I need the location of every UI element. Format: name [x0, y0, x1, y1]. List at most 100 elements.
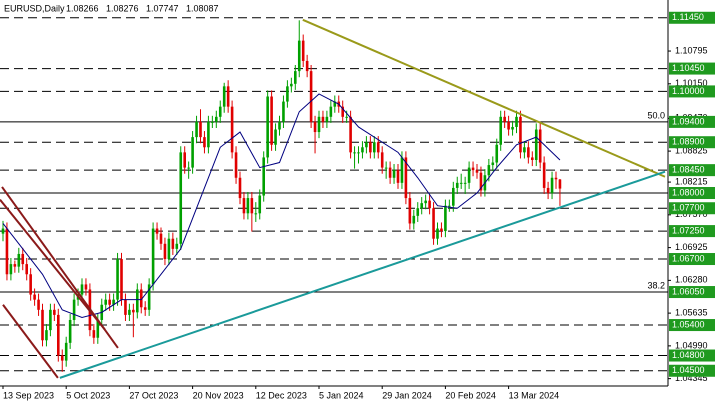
candle-body: [511, 126, 514, 130]
candle-body: [179, 152, 183, 244]
candle-body: [444, 205, 447, 232]
candle-body: [463, 182, 467, 184]
candle-body: [112, 299, 115, 305]
level-box: [669, 62, 715, 75]
candle-body: [515, 116, 518, 127]
y-tick-label: 1.04990: [675, 340, 708, 350]
candle-body: [400, 157, 404, 183]
candle-body: [96, 319, 100, 338]
candle-body: [301, 40, 305, 61]
candle-body: [538, 129, 542, 163]
candle-body: [365, 142, 368, 148]
trend-line: [59, 170, 666, 379]
candle-body: [503, 116, 506, 122]
x-tick-label: 12 Dec 2023: [256, 390, 307, 400]
y-tick-label: 1.10150: [675, 78, 708, 88]
level-label: 1.06700: [672, 253, 705, 263]
candle-body: [309, 71, 313, 122]
y-tick-label: 1.04345: [675, 373, 708, 383]
x-tick-label: 13 Sep 2023: [3, 390, 54, 400]
candle-body: [369, 142, 372, 153]
level-box: [669, 202, 715, 215]
level-label: 1.11450: [672, 12, 704, 22]
candle-body: [226, 86, 230, 107]
candle-body: [412, 215, 416, 224]
candle-body: [384, 167, 388, 169]
level-label: 1.04500: [672, 365, 705, 375]
candle-body: [432, 208, 435, 239]
candle-body: [49, 309, 52, 331]
plot-area: [0, 17, 668, 379]
candle-body: [459, 182, 463, 184]
candle-body: [45, 330, 48, 341]
candle-body: [41, 309, 44, 341]
trend-line: [0, 198, 106, 331]
level-label: 1.07700: [672, 203, 705, 213]
candle-body: [294, 71, 297, 84]
level-box: [669, 164, 715, 177]
candle-body: [392, 170, 396, 178]
level-box: [669, 253, 715, 266]
candle-body: [203, 137, 206, 148]
header-ohlc: 1.08276: [106, 3, 139, 13]
candle-body: [380, 152, 384, 168]
level-box: [669, 11, 715, 24]
level-label: 1.06050: [672, 286, 705, 296]
candle-body: [357, 152, 360, 154]
level-label: 1.10000: [672, 86, 705, 96]
candle-body: [171, 238, 175, 249]
candle-body: [120, 259, 123, 300]
candle-body: [550, 177, 554, 193]
level-box: [669, 319, 715, 332]
y-tick-label: 1.05635: [675, 307, 708, 317]
candle-body: [13, 264, 17, 267]
candle-body: [230, 106, 234, 153]
candle-body: [187, 167, 190, 169]
candle-body: [534, 129, 538, 160]
candle-body: [507, 121, 510, 130]
header-ohlc: 1.08087: [186, 3, 219, 13]
candle-body: [349, 116, 352, 153]
candle-body: [1, 228, 5, 234]
candle-body: [270, 96, 273, 145]
candle-body: [353, 152, 356, 154]
candle-body: [455, 182, 459, 188]
candle-body: [155, 228, 159, 234]
candle-body: [329, 106, 333, 117]
x-tick-label: 27 Oct 2023: [129, 390, 178, 400]
candle-body: [53, 309, 56, 315]
candle-body: [183, 152, 186, 168]
candle-body: [558, 179, 562, 189]
candle-body: [424, 200, 427, 204]
trend-line: [302, 18, 666, 178]
candle-body: [305, 60, 309, 72]
level-box: [669, 225, 715, 238]
level-box: [669, 286, 715, 299]
candle-body: [373, 142, 376, 153]
candle-body: [376, 142, 380, 153]
moving-average: [2, 93, 561, 318]
candle-body: [143, 307, 147, 310]
level-box: [669, 349, 715, 362]
level-box: [669, 364, 715, 377]
candle-body: [199, 121, 202, 138]
candle-body: [80, 284, 84, 295]
y-tick-label: 1.06280: [675, 275, 708, 285]
candle-body: [238, 177, 242, 199]
candle-body: [218, 106, 222, 117]
candle-body: [440, 228, 443, 232]
x-tick-label: 5 Jan 2024: [319, 390, 364, 400]
candle-body: [542, 162, 546, 188]
candle-body: [128, 309, 131, 315]
header-ohlc: 1.07747: [146, 3, 179, 13]
candle-body: [136, 289, 139, 313]
symbol: EURUSD,Daily: [4, 3, 65, 13]
x-tick-label: 20 Feb 2024: [445, 390, 496, 400]
candle-body: [361, 147, 364, 153]
candle-body: [60, 355, 64, 361]
candle-body: [313, 121, 317, 133]
candle-body: [92, 330, 96, 338]
candle-body: [325, 116, 329, 122]
level-box: [669, 115, 715, 128]
candle-body: [29, 274, 32, 295]
